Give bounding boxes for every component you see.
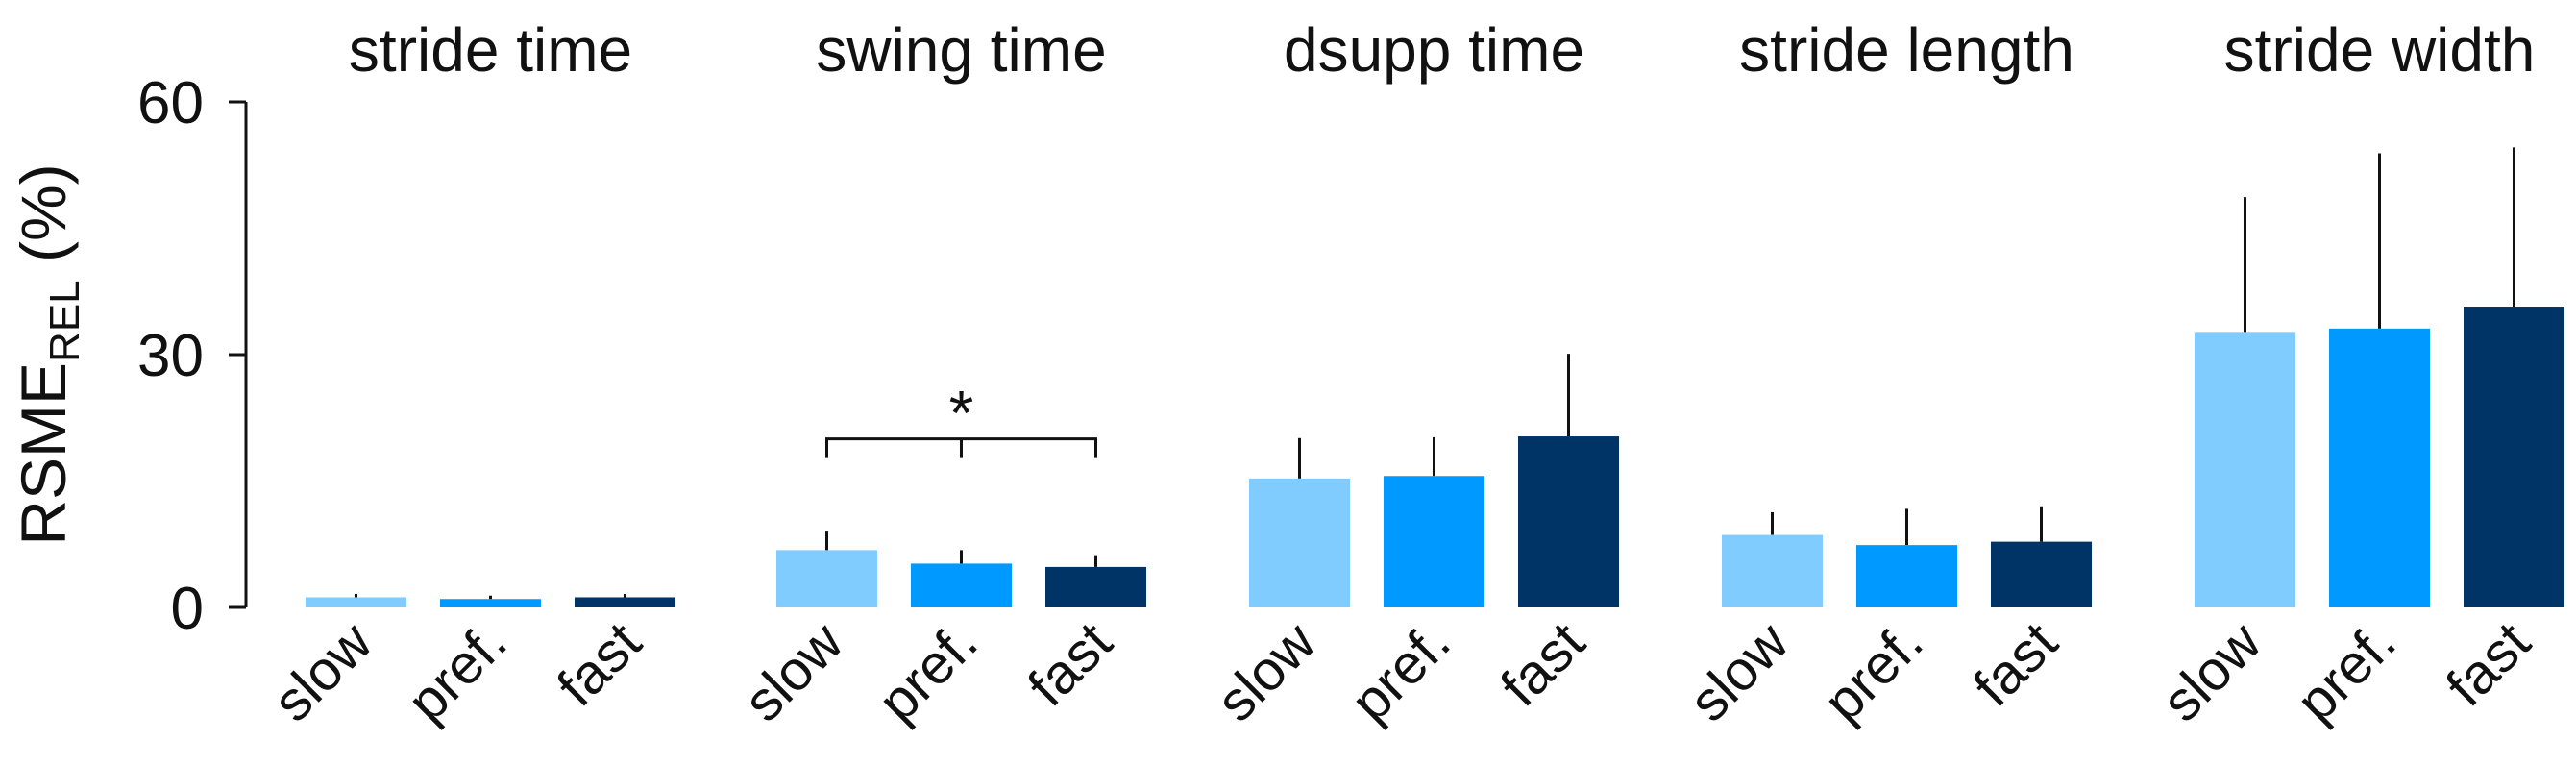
x-tick-label: slow bbox=[732, 609, 856, 733]
x-tick-label: slow bbox=[261, 609, 385, 733]
bar-slow bbox=[306, 597, 406, 607]
bar-slow bbox=[1249, 478, 1350, 607]
x-tick-label: slow bbox=[1205, 609, 1329, 733]
bar-slow bbox=[2195, 332, 2295, 607]
x-tick-label: pref. bbox=[1812, 610, 1935, 733]
panel-dsupp-time: dsupp time slow pref. fast bbox=[1205, 15, 1619, 733]
y-axis-label: RSMEREL (%) bbox=[8, 163, 88, 545]
bar-fast bbox=[575, 597, 675, 607]
x-tick-label: fast bbox=[1017, 610, 1124, 718]
bar-pref bbox=[440, 599, 541, 607]
significance-bracket bbox=[825, 437, 1097, 458]
x-tick-label: fast bbox=[546, 610, 653, 718]
y-axis-title: RSMEREL (%) bbox=[8, 163, 88, 545]
panel-stride-time: stride time slow pref. fast bbox=[261, 15, 675, 733]
panel-stride-width: stride width slow pref. fast bbox=[2150, 15, 2564, 733]
significance-star: * bbox=[949, 378, 974, 449]
y-axis-label-unit: (%) bbox=[8, 163, 79, 280]
x-tick-label: pref. bbox=[867, 610, 990, 733]
bar-pref bbox=[911, 563, 1012, 607]
x-tick-label: pref. bbox=[1339, 610, 1462, 733]
bar-fast bbox=[1045, 566, 1146, 607]
bar-fast bbox=[2464, 307, 2564, 607]
bar-fast bbox=[1518, 436, 1619, 607]
y-tick-label: 60 bbox=[137, 70, 204, 136]
bar-slow bbox=[776, 550, 877, 607]
panel-title: stride width bbox=[2224, 15, 2536, 85]
x-tick-label: slow bbox=[1678, 609, 1802, 733]
bar-pref bbox=[1856, 545, 1957, 607]
x-tick-label: fast bbox=[2435, 610, 2542, 718]
panel-swing-time: swing time slow pref. fast bbox=[732, 15, 1146, 733]
y-axis-label-main: RSME bbox=[8, 362, 79, 546]
x-tick-label: fast bbox=[1962, 610, 2070, 718]
panel-stride-length: stride length slow pref. fast bbox=[1678, 15, 2092, 733]
panel-title: stride time bbox=[349, 15, 632, 85]
x-tick-label: fast bbox=[1489, 610, 1597, 718]
y-tick-label: 0 bbox=[171, 576, 204, 642]
x-tick-label: slow bbox=[2150, 609, 2274, 733]
bar-pref bbox=[1384, 476, 1484, 607]
x-tick-label: pref. bbox=[2285, 610, 2408, 733]
x-tick-label: pref. bbox=[396, 610, 519, 733]
bar-fast bbox=[1991, 541, 2092, 607]
bar-pref bbox=[2329, 328, 2430, 607]
panel-title: dsupp time bbox=[1284, 15, 1584, 85]
y-tick-label: 30 bbox=[137, 323, 204, 389]
bar-slow bbox=[1722, 534, 1823, 607]
y-axis: 0 30 60 bbox=[137, 70, 248, 642]
panel-title: stride length bbox=[1739, 15, 2074, 85]
y-axis-label-subscript: REL bbox=[41, 280, 88, 362]
chart-annotations: * bbox=[825, 378, 1097, 458]
panel-title: swing time bbox=[816, 15, 1106, 85]
